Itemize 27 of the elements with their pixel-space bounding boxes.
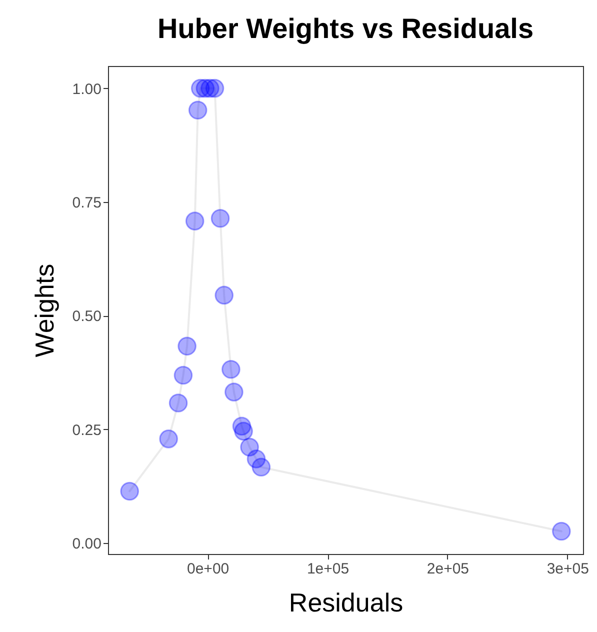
- y-tick-label: 0.00: [72, 536, 102, 553]
- y-tick-label: 0.25: [72, 422, 102, 439]
- x-axis-title: Residuals: [288, 588, 404, 618]
- point: [188, 100, 208, 120]
- point: [185, 212, 204, 230]
- y-axis-title: Weights: [29, 264, 60, 358]
- point: [224, 382, 244, 402]
- chart-title: Huber Weights vs Residuals: [157, 13, 534, 44]
- point: [205, 78, 224, 98]
- point: [168, 394, 188, 412]
- point: [222, 360, 240, 379]
- x-tick-label: 0e+00: [186, 560, 230, 578]
- point: [120, 482, 139, 501]
- point: [159, 430, 178, 448]
- point: [210, 208, 230, 228]
- x-tick-label: 1e+05: [306, 560, 350, 578]
- point: [552, 522, 571, 541]
- point: [214, 286, 234, 305]
- x-tick-label: 3e+05: [546, 560, 589, 578]
- point: [234, 422, 253, 441]
- x-tick-label: 2e+05: [426, 560, 470, 578]
- point: [252, 458, 271, 477]
- y-tick-label: 0.50: [72, 308, 102, 326]
- point: [174, 366, 193, 385]
- y-tick-label: 1.00: [72, 80, 102, 98]
- y-tick-label: 0.75: [72, 194, 102, 212]
- point: [178, 336, 196, 356]
